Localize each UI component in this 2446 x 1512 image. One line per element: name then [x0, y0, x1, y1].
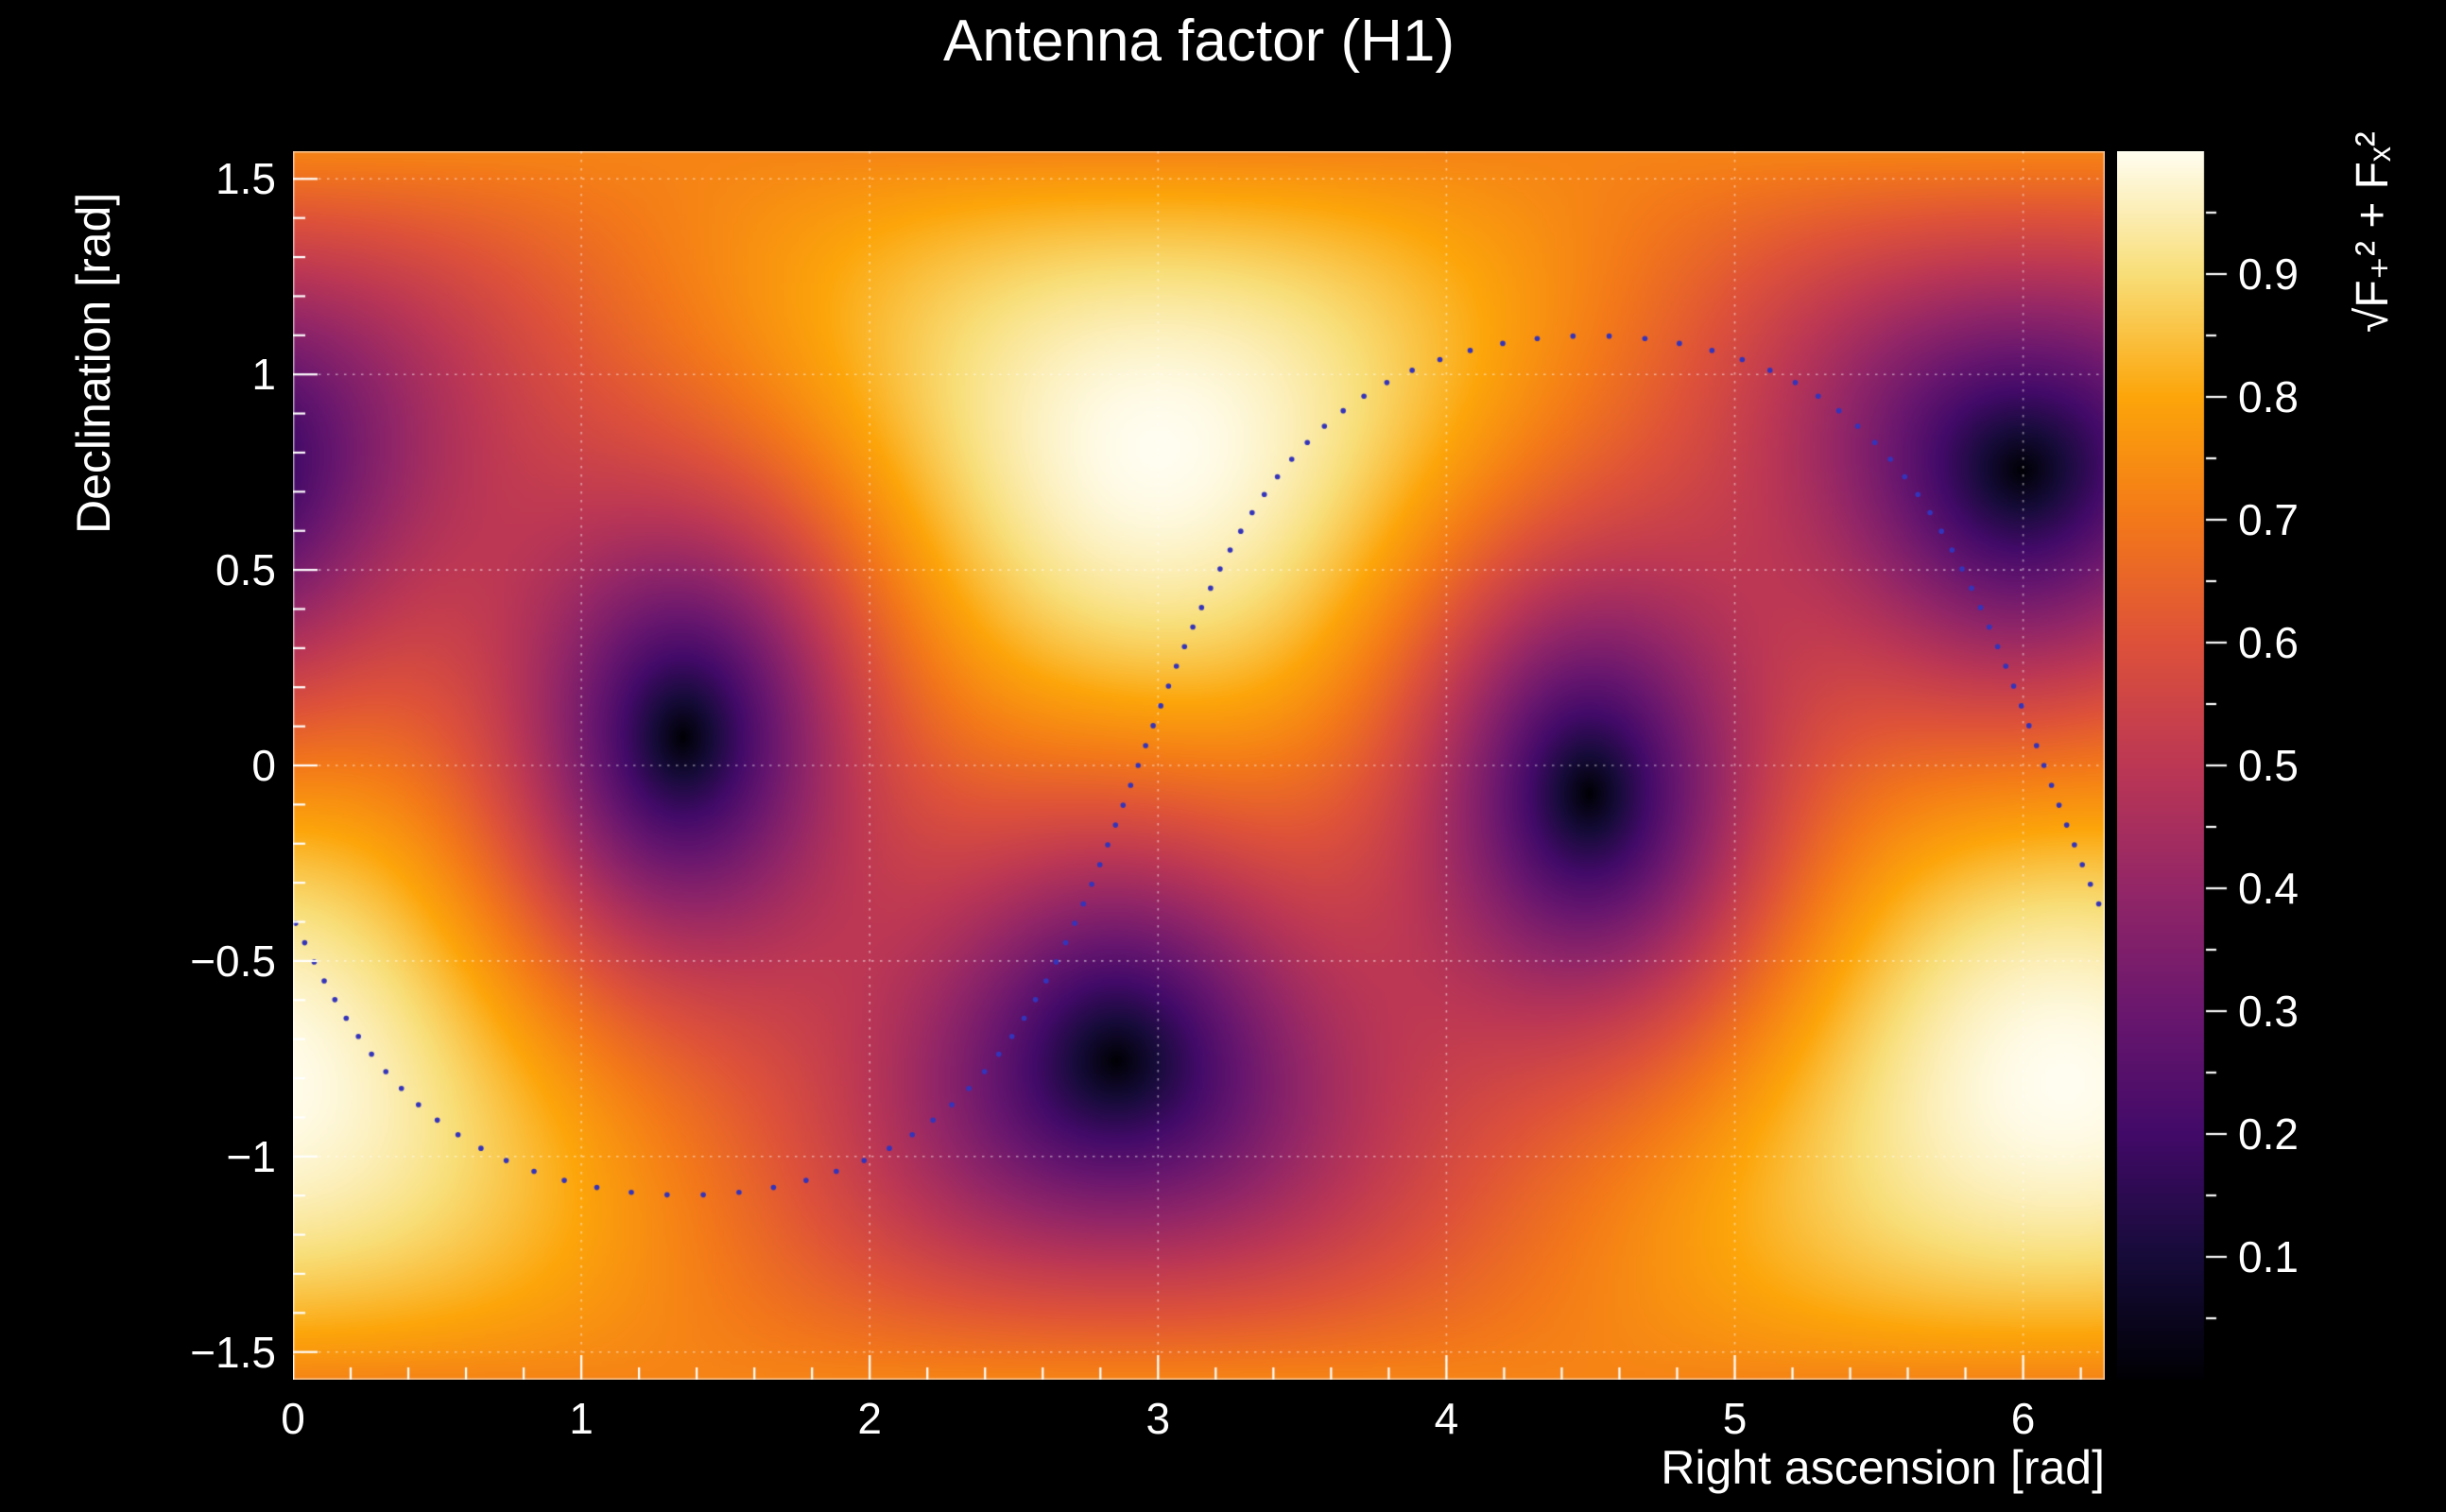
x-tick-label: 2 [857, 1394, 882, 1443]
colorbar-tick-label: 0.1 [2238, 1232, 2299, 1281]
colorbar-tick-label: 0.4 [2238, 864, 2299, 913]
colorbar-tick-label: 0.9 [2238, 249, 2299, 299]
heatmap-canvas [293, 151, 2105, 1380]
colorbar-label: √F₊² + Fₓ² [2348, 131, 2398, 333]
x-axis-label: Right ascension [rad] [1661, 1441, 2105, 1494]
x-tick-label: 0 [281, 1394, 305, 1443]
y-tick-label: 1 [251, 350, 276, 400]
y-tick-label: 0.5 [215, 545, 276, 595]
colorbar-tick-label: 0.6 [2238, 618, 2299, 667]
y-tick-label: −1 [226, 1131, 276, 1181]
x-tick-label: 6 [2010, 1394, 2036, 1443]
colorbar-tick-label: 0.8 [2238, 372, 2299, 421]
x-tick-label: 4 [1434, 1394, 1459, 1443]
colorbar-tick-label: 0.5 [2238, 741, 2299, 790]
x-tick-label: 3 [1145, 1394, 1171, 1443]
y-tick-label: −0.5 [190, 936, 276, 986]
y-tick-label: −1.5 [190, 1327, 276, 1377]
colorbar-tick-label: 0.3 [2238, 987, 2299, 1036]
x-tick-label: 1 [569, 1394, 594, 1443]
colorbar-canvas [2117, 151, 2240, 1380]
colorbar-tick-label: 0.7 [2238, 495, 2299, 544]
chart-title: Antenna factor (H1) [942, 9, 1456, 74]
y-tick-label: 0 [251, 741, 276, 790]
y-axis-label: Declination [rad] [67, 192, 120, 534]
colorbar-tick-label: 0.2 [2238, 1109, 2299, 1159]
x-tick-label: 5 [1722, 1394, 1748, 1443]
y-tick-label: 1.5 [215, 154, 276, 204]
